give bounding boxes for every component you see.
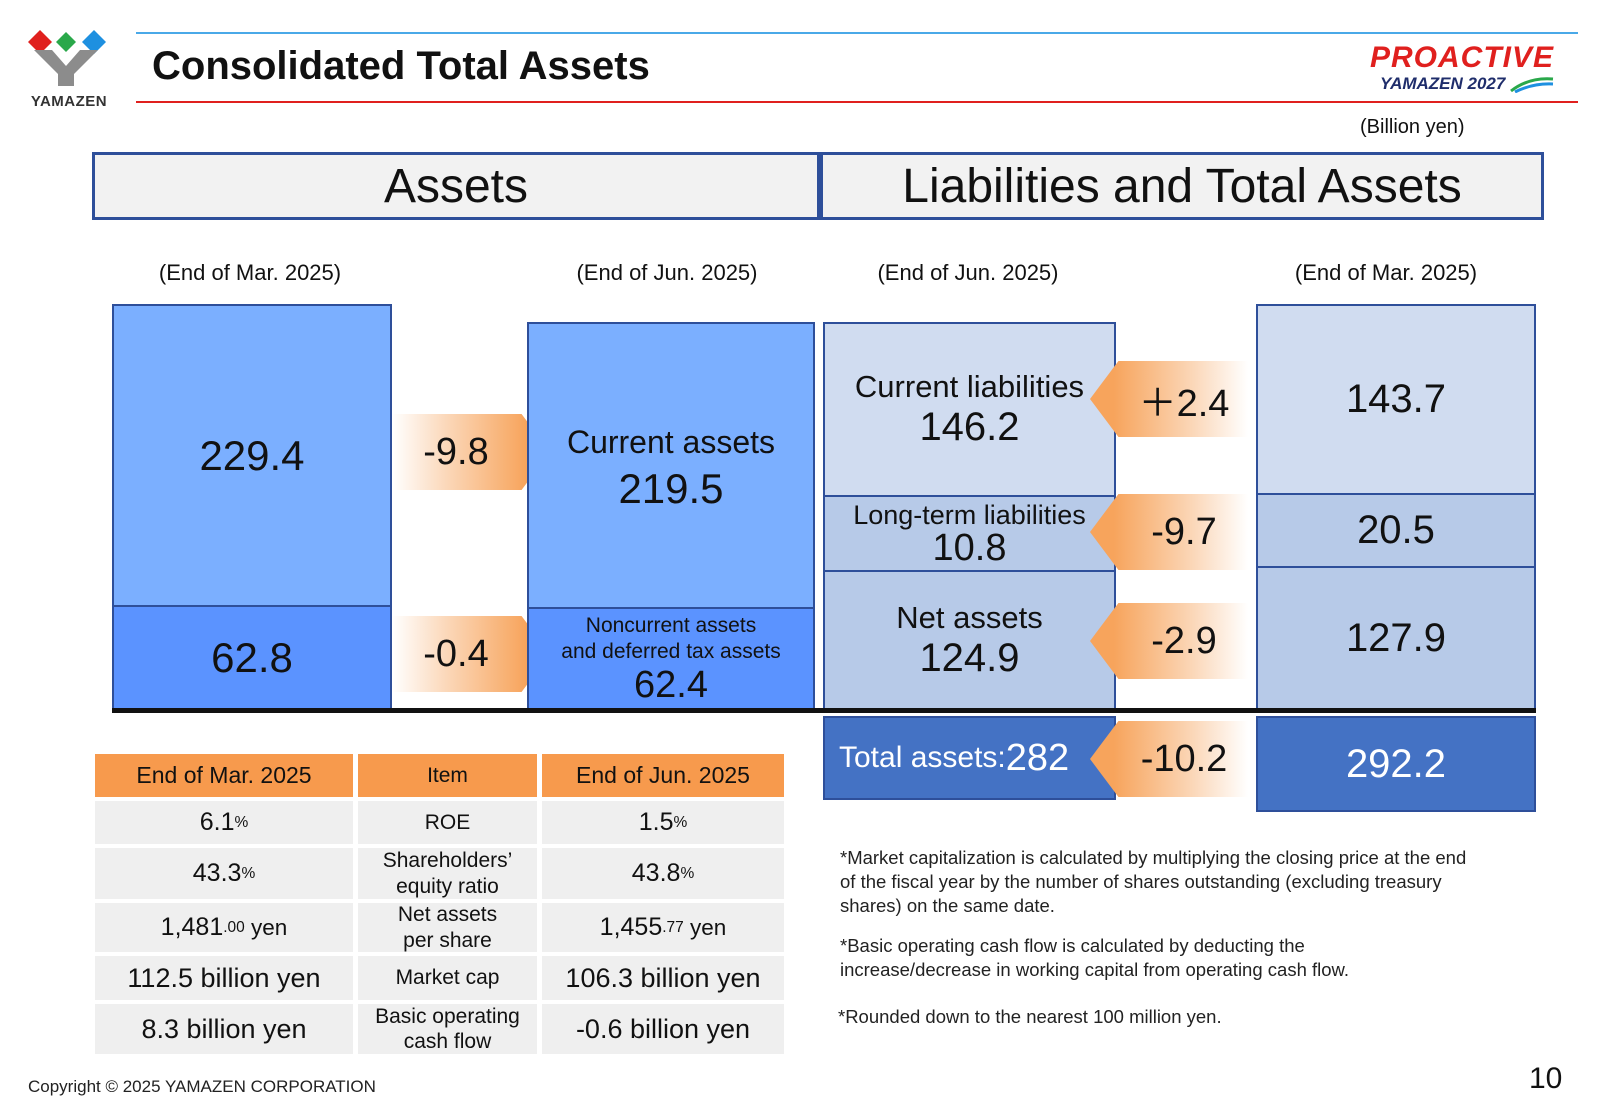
logo-text: YAMAZEN [30, 93, 108, 110]
liab-longterm-block: Long-term liabilities 10.8 [823, 495, 1116, 572]
liab-total-change: -10.2 [1140, 737, 1228, 780]
liab-current-change-arrow: ＋2.4 [1090, 361, 1248, 437]
assets-curr-current-label: Current assets [566, 424, 776, 460]
liab-longterm-label: Long-term liabilities [853, 499, 1086, 530]
liab-total-value: 282 [1005, 736, 1070, 779]
liab-total-label: Total assets: [839, 741, 1006, 774]
assets-noncurrent-change-arrow: -0.4 [392, 616, 550, 692]
table-row-3-prev: 112.5 billion yen [95, 956, 353, 1000]
table-row-2-item: Net assets per share [358, 903, 537, 952]
liab-longterm-value: 10.8 [932, 526, 1007, 569]
liab-prev-total-value: 292.2 [1345, 741, 1447, 786]
note-rounding: *Rounded down to the nearest 100 million… [838, 1006, 1222, 1027]
section-liabilities-label: Liabilities and Total Assets [902, 159, 1462, 213]
liab-net-block: Net assets 124.9 [823, 570, 1116, 710]
liab-net-change: -2.9 [1151, 619, 1217, 662]
liab-net-value: 124.9 [919, 635, 1020, 680]
liab-current-value: 146.2 [919, 405, 1020, 449]
liab-total-change-arrow: -10.2 [1090, 721, 1248, 797]
table-header-curr: End of Jun. 2025 [542, 754, 784, 797]
liab-total-block: Total assets: 282 [823, 716, 1116, 800]
assets-curr-current-block: Current assets 219.5 [527, 322, 815, 609]
brand-swoosh-icon [1510, 77, 1554, 93]
table-row-0-prev: 6.1% [95, 801, 353, 844]
assets-current-change-arrow: -9.8 [392, 414, 550, 490]
assets-prev-noncurrent-block: 62.8 [112, 605, 392, 710]
unit-label: (Billion yen) [1360, 116, 1465, 138]
page-title: Consolidated Total Assets [152, 44, 650, 88]
liab-prev-longterm-value: 20.5 [1357, 508, 1435, 552]
liab-current-block: Current liabilities 146.2 [823, 322, 1116, 497]
table-row-4-prev: 8.3 billion yen [95, 1004, 353, 1054]
assets-curr-current-value: 219.5 [618, 465, 724, 512]
brand-title: PROACTIVE [1370, 41, 1555, 74]
table-row-4-item: Basic operating cash flow [358, 1004, 537, 1054]
liab-prev-longterm-block: 20.5 [1256, 493, 1536, 568]
assets-curr-noncurrent-block: Noncurrent assets and deferred tax asset… [527, 607, 815, 710]
period-liab-prev: (End of Mar. 2025) [1294, 260, 1478, 285]
liab-net-label: Net assets [896, 599, 1043, 635]
note-market-cap: *Market capitalization is calculated by … [840, 847, 1467, 916]
brand-subtitle: YAMAZEN 2027 [1380, 74, 1506, 93]
page-number: 10 [1529, 1062, 1563, 1095]
table-row-1-prev: 43.3% [95, 848, 353, 899]
table-row-2-prev: 1,481.00 yen [95, 903, 353, 952]
liab-prev-net-value: 127.9 [1345, 615, 1447, 660]
note-cash-flow: *Basic operating cash flow is calculated… [840, 935, 1350, 980]
table-row-3-item: Market cap [358, 956, 537, 1000]
period-assets-curr: (End of Jun. 2025) [576, 260, 758, 285]
assets-curr-noncurrent-label-2: and deferred tax assets [561, 639, 781, 663]
liab-net-change-arrow: -2.9 [1090, 603, 1248, 679]
liab-prev-current-block: 143.7 [1256, 304, 1536, 495]
liab-longterm-change-arrow: -9.7 [1090, 494, 1248, 570]
title-bottom-line [136, 101, 1578, 103]
baseline-divider [112, 708, 1536, 713]
liab-prev-total-block: 292.2 [1256, 716, 1536, 812]
assets-prev-noncurrent-value: 62.8 [211, 633, 293, 681]
section-assets-label: Assets [383, 159, 529, 213]
table-row-0-curr: 1.5% [542, 801, 784, 844]
table-header-prev: End of Mar. 2025 [95, 754, 353, 797]
section-liabilities: Liabilities and Total Assets [820, 152, 1544, 220]
liab-current-change: ＋2.4 [1138, 382, 1230, 425]
liab-prev-current-value: 143.7 [1345, 377, 1447, 421]
liab-current-label: Current liabilities [854, 369, 1085, 404]
table-row-2-curr: 1,455.77 yen [542, 903, 784, 952]
section-assets: Assets [92, 152, 820, 220]
table-row-0-item: ROE [358, 801, 537, 844]
period-assets-prev: (End of Mar. 2025) [158, 260, 342, 285]
assets-prev-current-block: 229.4 [112, 304, 392, 607]
table-row-3-curr: 106.3 billion yen [542, 956, 784, 1000]
copyright: Copyright © 2025 YAMAZEN CORPORATION [28, 1077, 376, 1096]
table-row-1-curr: 43.8% [542, 848, 784, 899]
assets-current-change: -9.8 [423, 430, 489, 473]
title-top-line [136, 32, 1578, 34]
liab-longterm-change: -9.7 [1151, 510, 1217, 553]
table-row-4-curr: -0.6 billion yen [542, 1004, 784, 1054]
table-row-1-item: Shareholders’ equity ratio [358, 848, 537, 899]
yamazen-logo-icon [28, 30, 106, 86]
company-logo: YAMAZEN [24, 26, 114, 112]
brand-logo: PROACTIVE YAMAZEN 2027 [1370, 42, 1578, 98]
period-liab-curr: (End of Jun. 2025) [877, 260, 1059, 285]
liab-prev-net-block: 127.9 [1256, 566, 1536, 710]
table-header-item: Item [358, 754, 537, 797]
assets-curr-noncurrent-label-1: Noncurrent assets [585, 613, 757, 637]
assets-curr-noncurrent-value: 62.4 [634, 663, 708, 706]
assets-noncurrent-change: -0.4 [423, 632, 489, 675]
assets-prev-current-value: 229.4 [199, 431, 305, 479]
